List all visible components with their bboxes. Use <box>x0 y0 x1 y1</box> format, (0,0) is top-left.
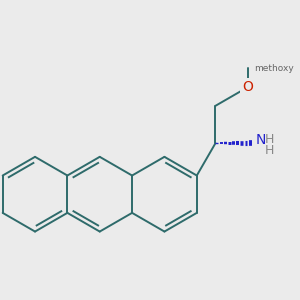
Text: O: O <box>242 80 253 94</box>
Text: methoxy: methoxy <box>254 64 293 73</box>
Text: H: H <box>265 133 274 146</box>
Text: N: N <box>255 133 266 147</box>
Text: H: H <box>265 144 274 157</box>
